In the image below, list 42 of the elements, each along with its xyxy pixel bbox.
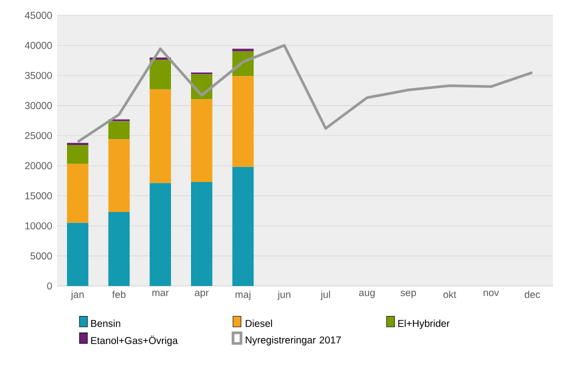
- x-tick-label: feb: [112, 290, 126, 298]
- y-tick-label: 30000: [24, 102, 52, 110]
- bar: [150, 183, 171, 286]
- legend-label: Nyregistreringar 2017: [246, 336, 341, 346]
- bar: [232, 166, 254, 286]
- bar: [108, 121, 130, 140]
- x-tick-label: mar: [152, 290, 169, 296]
- x-tick-label: jun: [277, 290, 290, 300]
- x-tick-label: maj: [236, 290, 250, 300]
- x-tick-label: sep: [400, 290, 416, 298]
- bar: [67, 144, 88, 164]
- bar: [150, 60, 171, 90]
- y-tick-label: 5000: [30, 252, 52, 260]
- legend-label: El+Hybrider: [398, 320, 450, 329]
- y-tick-label: 10000: [25, 222, 52, 230]
- legend-label: Etanol+Gas+Övriga: [91, 336, 178, 346]
- x-tick-label: nov: [484, 290, 499, 296]
- y-tick-label: 0: [47, 282, 52, 290]
- y-tick-label: 20000: [25, 162, 52, 170]
- bar: [67, 222, 88, 286]
- legend-label: Bensin: [91, 320, 120, 327]
- legend-label: Diesel: [246, 320, 272, 327]
- x-tick-label: jul: [320, 290, 330, 300]
- bar: [108, 139, 130, 212]
- y-tick-label: 40000: [24, 42, 52, 49]
- x-tick-label: dec: [524, 290, 540, 298]
- bar: [232, 76, 254, 167]
- line-series: [76, 44, 534, 144]
- y-tick-label: 45000: [24, 12, 52, 19]
- bar: [150, 89, 171, 184]
- y-tick-label: 25000: [25, 132, 52, 140]
- x-tick-label: aug: [359, 290, 375, 298]
- bar: [191, 99, 212, 182]
- bar: [67, 164, 88, 223]
- bar: [108, 212, 130, 286]
- bar: [191, 182, 212, 286]
- x-tick-label: apr: [194, 290, 209, 298]
- x-tick-label: jan: [70, 290, 84, 300]
- y-tick-label: 35000: [24, 72, 52, 80]
- bar: [232, 48, 254, 52]
- x-tick-label: okt: [443, 290, 456, 298]
- y-tick-label: 15000: [25, 192, 52, 200]
